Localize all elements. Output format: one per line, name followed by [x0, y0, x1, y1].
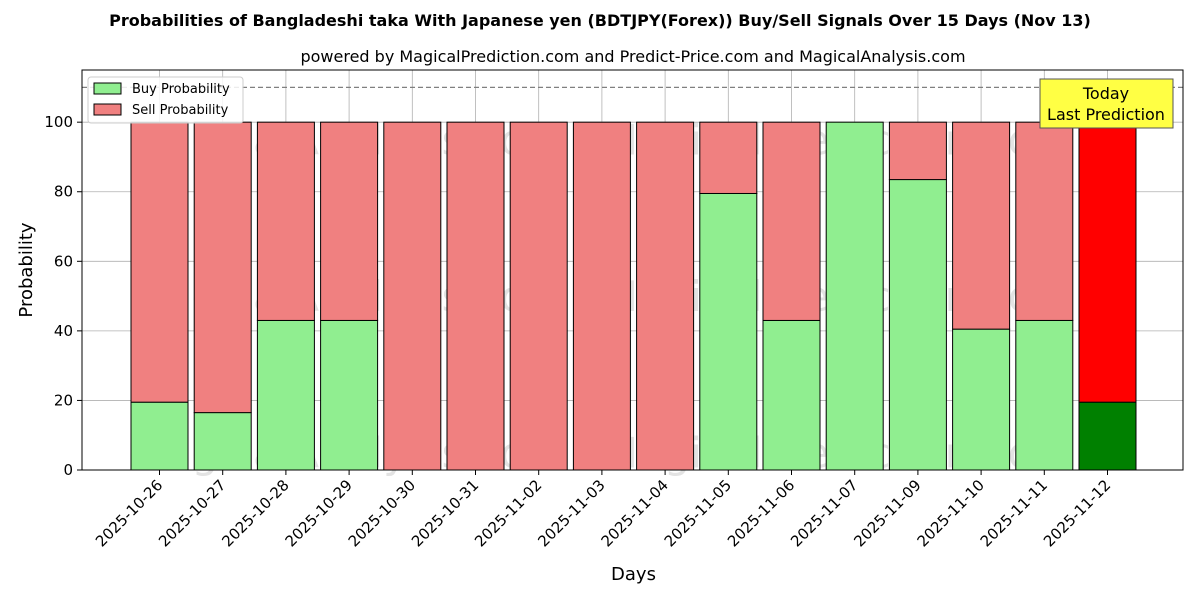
buy-bar [825, 121, 884, 471]
buy-bar [130, 401, 189, 471]
sell-bar [509, 121, 568, 471]
sell-bar [193, 121, 252, 414]
legend-entry: Buy Probability [132, 82, 230, 97]
annotation-text: Today [1082, 84, 1129, 103]
sell-bar [256, 121, 315, 321]
sell-bar [888, 121, 947, 181]
sell-bar [952, 121, 1011, 330]
bars [130, 121, 1137, 471]
buy-bar [888, 179, 947, 471]
y-tick-label: 80 [54, 183, 73, 201]
y-tick-label: 60 [54, 252, 73, 270]
chart-subtitle: powered by MagicalPrediction.com and Pre… [300, 47, 965, 66]
y-axis-ticks: 0 20 40 60 80 100 [44, 113, 82, 479]
sell-bar [383, 121, 442, 471]
sell-bar [636, 121, 695, 471]
sell-bar [699, 121, 758, 194]
sell-bar [130, 121, 189, 403]
x-axis-label: Days [611, 564, 656, 585]
buy-bar [1078, 401, 1137, 471]
chart-title: Probabilities of Bangladeshi taka With J… [109, 11, 1091, 30]
legend: Buy Probability Sell Probability [87, 76, 244, 124]
buy-bar [952, 328, 1011, 471]
y-tick-label: 40 [54, 322, 73, 340]
buy-bar [256, 319, 315, 471]
plot-frame [81, 69, 1184, 471]
sell-bar [572, 121, 631, 471]
legend-entry: Sell Probability [132, 103, 229, 118]
sell-bar [762, 121, 821, 321]
sell-bar [1078, 121, 1137, 403]
legend-swatch [93, 103, 122, 116]
sell-bar [446, 121, 505, 471]
y-tick-label: 100 [44, 113, 73, 131]
legend-swatch [93, 82, 122, 95]
y-axis-label: Probability [16, 222, 37, 317]
y-tick-label: 20 [54, 391, 73, 409]
buy-bar [762, 319, 821, 471]
legend-box [87, 76, 244, 124]
buy-bar [699, 192, 758, 471]
annotation-box [1039, 78, 1174, 129]
annotation-text: Last Prediction [1047, 105, 1165, 124]
y-tick-label: 0 [63, 461, 73, 479]
buy-bar [1015, 319, 1074, 471]
sell-bar [1015, 121, 1074, 321]
buy-bar [193, 412, 252, 471]
sell-bar [320, 121, 379, 321]
buy-bar [320, 319, 379, 471]
today-annotation: Today Last Prediction [1039, 78, 1174, 129]
